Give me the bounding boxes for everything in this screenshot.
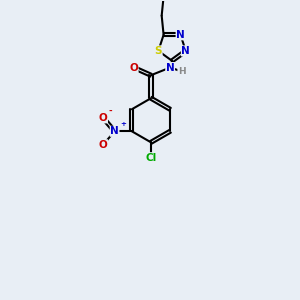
Text: O: O <box>129 62 138 73</box>
Text: -: - <box>109 107 112 116</box>
Text: S: S <box>154 46 162 56</box>
Text: H: H <box>178 67 185 76</box>
Text: N: N <box>166 62 175 73</box>
Text: O: O <box>99 140 107 150</box>
Text: N: N <box>110 126 119 136</box>
Text: O: O <box>99 113 107 123</box>
Text: Cl: Cl <box>145 153 157 163</box>
Text: N: N <box>182 46 190 56</box>
Text: N: N <box>176 30 185 40</box>
Text: +: + <box>120 121 126 127</box>
